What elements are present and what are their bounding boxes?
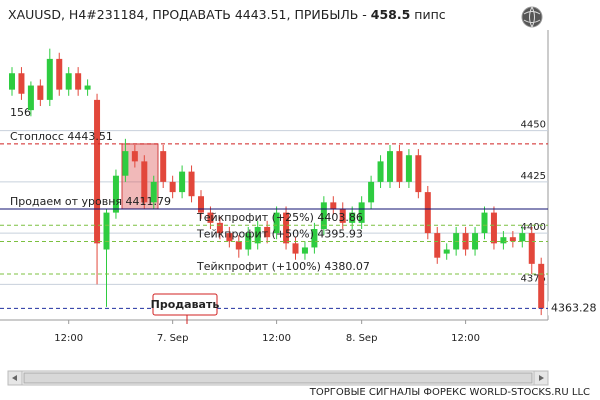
candle-body: [9, 73, 15, 90]
level-label: Тейкпрофит (+25%) 4403.86: [196, 211, 363, 224]
x-tick-label: 12:00: [54, 333, 83, 344]
price-tag: 4363.28: [551, 301, 597, 314]
y-tick-label: 4450: [521, 120, 546, 131]
candle-body: [292, 243, 299, 254]
candle-body: [424, 192, 431, 234]
y-tick-label: 4425: [521, 171, 546, 182]
candle-body: [311, 229, 318, 248]
level-label: Стоплосс 4443.51: [10, 130, 113, 143]
candle-body: [528, 233, 535, 264]
candle-body: [509, 237, 516, 242]
candle-body: [443, 249, 450, 254]
chart-title: XAUUSD, H4#231184, ПРОДАВАТЬ 4443.51, ПР…: [8, 7, 446, 22]
candle-body: [254, 226, 261, 244]
level-label: Тейкпрофит (+100%) 4380.07: [196, 260, 370, 273]
candle-body: [112, 175, 119, 213]
candle-body: [368, 181, 375, 203]
x-tick-label: 12:00: [451, 333, 480, 344]
candle-body: [46, 58, 53, 100]
candle-body: [37, 85, 44, 100]
candle-body: [160, 151, 167, 182]
x-tick-label: 8. Sep: [346, 333, 378, 344]
scrollbar[interactable]: [7, 370, 549, 386]
candle-body: [472, 233, 479, 250]
candle-body: [150, 181, 157, 203]
candle-body: [481, 212, 488, 234]
price-tag-bg: [548, 301, 600, 316]
candle-body: [538, 263, 545, 309]
candle-body: [235, 241, 242, 250]
sell-button[interactable]: [152, 293, 218, 316]
candle-body: [179, 171, 186, 193]
candle-body: [330, 202, 337, 209]
candle-body: [131, 151, 138, 162]
candle-body: [169, 181, 176, 193]
candle-body: [226, 233, 233, 242]
candle-body: [415, 155, 422, 193]
footer: ТОРГОВЫЕ СИГНАЛЫ ФОРЕКС WORLD-STOCKS.RU …: [309, 387, 590, 398]
x-tick-label: 7. Sep: [157, 333, 189, 344]
candle-body: [377, 161, 384, 182]
candle-body: [94, 99, 101, 244]
candle-body: [387, 151, 393, 182]
level-label: Тейкпрофит (+50%) 4395.93: [196, 227, 363, 240]
candle-body: [122, 151, 129, 176]
candle-body: [18, 73, 25, 94]
candle-body: [141, 161, 148, 203]
candle-body: [396, 151, 403, 182]
candle-body: [65, 73, 72, 90]
candle-body: [434, 233, 441, 258]
title-unit: пипс: [410, 7, 445, 22]
candle-body: [27, 85, 34, 111]
level-label: Продаем от уровня 4411.79: [10, 195, 171, 208]
candle-body: [519, 233, 526, 242]
title-main: XAUUSD, H4#231184, ПРОДАВАТЬ 4443.51, ПР…: [8, 7, 371, 22]
candle-body: [207, 212, 214, 223]
candle-body: [405, 155, 412, 182]
side-label: 156: [10, 106, 31, 119]
candle-body: [358, 202, 365, 223]
candle-body: [490, 212, 497, 244]
x-tick-label: 12:00: [262, 333, 291, 344]
candle-body: [273, 212, 280, 234]
candle-body: [56, 58, 63, 90]
globe-icon[interactable]: [521, 6, 543, 28]
candle-body: [339, 208, 346, 223]
candle-body: [198, 196, 204, 213]
candle-body: [500, 237, 507, 244]
candle-body: [103, 212, 110, 250]
y-tick-label: 4400: [521, 222, 546, 233]
candle-body: [349, 212, 356, 223]
candle-body: [283, 212, 290, 244]
title-profit: 458.5: [371, 7, 411, 22]
candle-body: [188, 171, 195, 197]
y-tick-label: 4375: [521, 273, 546, 284]
candle-body: [301, 247, 308, 254]
candle-body: [216, 222, 223, 234]
sell-button-label: Продавать: [151, 298, 220, 311]
candle-body: [320, 202, 327, 230]
candle-body: [264, 226, 271, 238]
candle-body: [84, 85, 91, 90]
candle-body: [75, 73, 82, 90]
